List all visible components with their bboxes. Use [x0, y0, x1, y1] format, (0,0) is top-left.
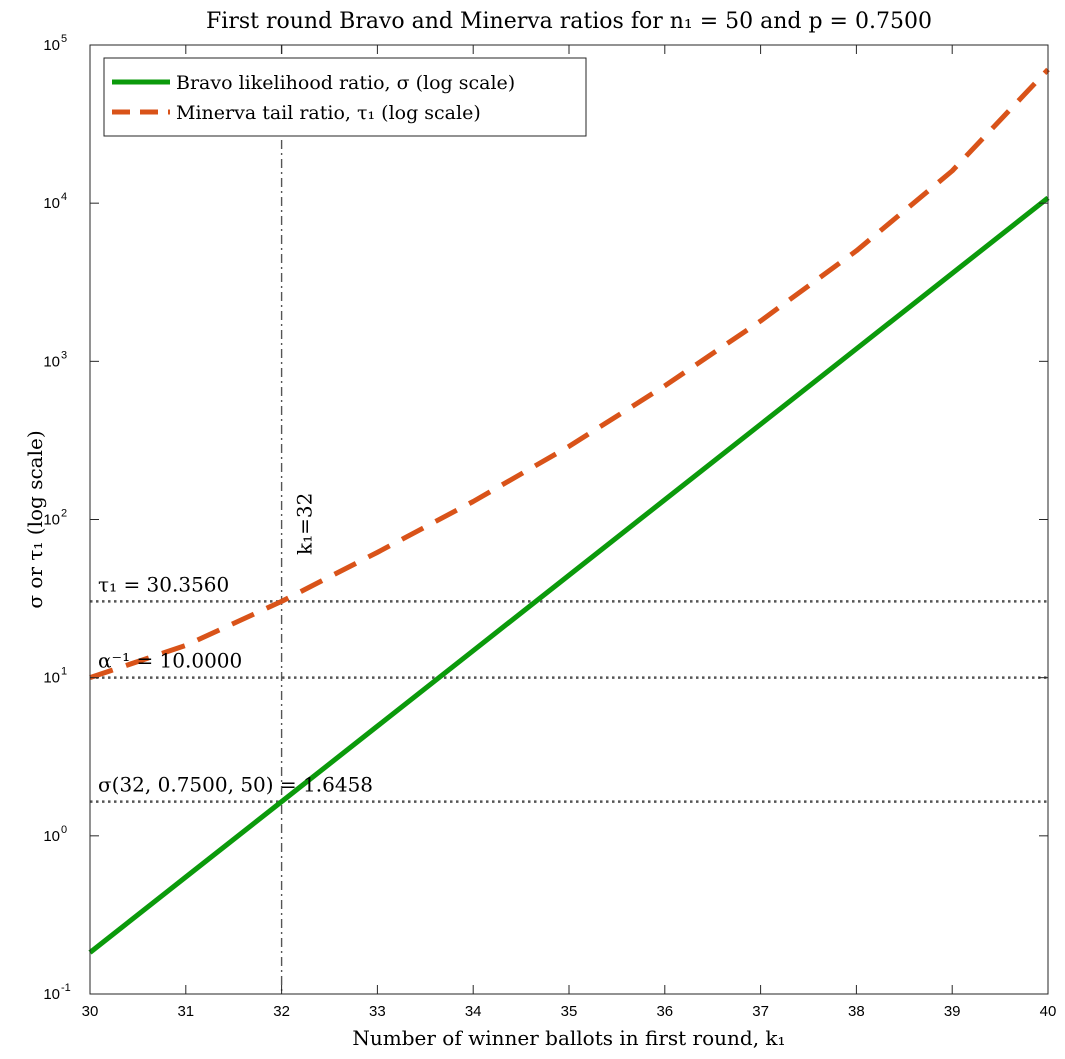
y-tick-label: 10: [43, 670, 60, 687]
x-tick-label: 40: [1040, 1003, 1057, 1020]
x-tick-label: 33: [369, 1003, 386, 1020]
vertical-reference-label: k₁=32: [293, 493, 317, 555]
chart-title: First round Bravo and Minerva ratios for…: [206, 9, 932, 34]
reference-line-label: τ₁ = 30.3560: [98, 572, 229, 596]
legend: Bravo likelihood ratio, σ (log scale) Min…: [103, 57, 587, 137]
x-tick-label: 37: [752, 1003, 769, 1020]
y-tick-exponent: 2: [61, 508, 67, 520]
reference-line-label: σ(32, 0.7500, 50) = 1.6458: [98, 773, 373, 797]
y-tick-exponent: 0: [61, 824, 67, 836]
x-tick-label: 35: [561, 1003, 578, 1020]
y-tick-exponent: -1: [61, 982, 71, 994]
y-tick-label: 10: [43, 986, 60, 1003]
x-tick-label: 34: [465, 1003, 482, 1020]
x-tick-label: 31: [177, 1003, 194, 1020]
y-tick-label: 10: [43, 828, 60, 845]
x-tick-label: 36: [656, 1003, 673, 1020]
reference-line-label: α⁻¹ = 10.0000: [98, 649, 242, 673]
x-axis-label: Number of winner ballots in first round,…: [352, 1026, 785, 1050]
minerva-series-line: [89, 67, 1050, 681]
x-tick-label: 38: [848, 1003, 865, 1020]
y-tick-exponent: 4: [61, 191, 67, 203]
x-tick-label: 32: [273, 1003, 290, 1020]
y-tick-exponent: 1: [61, 666, 67, 678]
x-tick-label: 30: [82, 1003, 99, 1020]
legend-entry-label: Minerva tail ratio, τ₁ (log scale): [176, 102, 481, 124]
annotations: τ₁ = 30.3560 α⁻¹ = 10.0000 σ(32, 0.7500, 5…: [98, 493, 373, 797]
legend-entry-label: Bravo likelihood ratio, σ (log scale): [176, 72, 515, 94]
y-tick-label: 10: [43, 353, 60, 370]
x-tick-label: 39: [944, 1003, 961, 1020]
y-tick-label: 10: [43, 195, 60, 212]
bravo-series-line: [88, 195, 1050, 955]
y-tick-label: 10: [43, 37, 60, 54]
plot-area-frame: [89, 44, 1049, 995]
y-tick-label: 10: [43, 512, 60, 529]
y-tick-exponent: 5: [61, 33, 67, 45]
y-tick-exponent: 3: [61, 349, 67, 361]
series-layer: [88, 67, 1050, 955]
legend-box: [103, 57, 587, 137]
reference-lines: [90, 45, 1048, 994]
y-axis-label: σ or τ₁ (log scale): [23, 430, 47, 608]
